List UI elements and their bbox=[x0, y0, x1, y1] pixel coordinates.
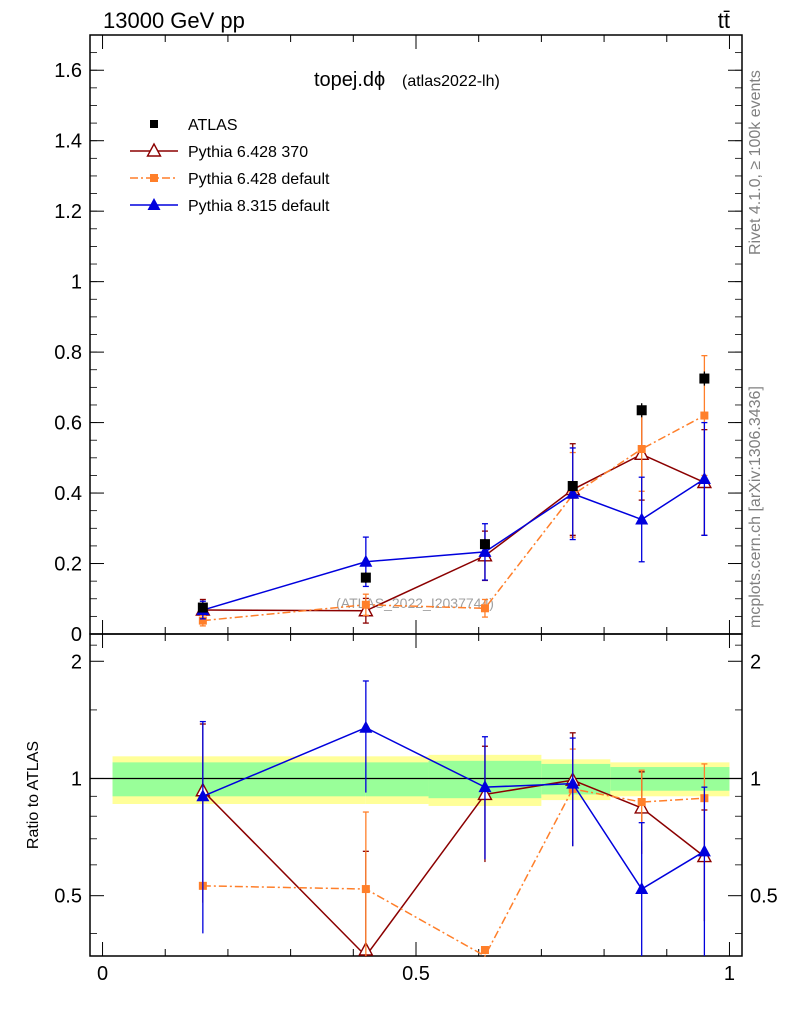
legend-label: Pythia 8.315 default bbox=[188, 198, 330, 215]
series-line bbox=[202, 414, 705, 622]
main-ytick-label: 1 bbox=[71, 272, 82, 294]
atlas-point bbox=[479, 539, 490, 550]
ratio-point bbox=[478, 780, 492, 793]
energy-label: 13000 GeV pp bbox=[103, 8, 245, 33]
ratio-xtick-label: 1 bbox=[724, 963, 735, 985]
series-point bbox=[700, 411, 709, 420]
ratio-ytick-label-left: 2 bbox=[71, 651, 82, 673]
ratio-ytick-label-right: 2 bbox=[750, 651, 761, 673]
main-ytick-label: 0.2 bbox=[54, 554, 82, 576]
main-ytick-label: 0.8 bbox=[54, 342, 82, 364]
series-point bbox=[361, 600, 370, 609]
atlas-data bbox=[197, 371, 710, 613]
ratio-xtick-label: 0.5 bbox=[402, 963, 430, 985]
ratio-panel: 0.5 0.5 1 1 2 2 0 0.5 1 bbox=[54, 633, 778, 985]
ratio-series-line bbox=[202, 779, 705, 958]
ratio-point bbox=[480, 946, 489, 954]
main-panel: 0 0.2 0.4 0.6 0.8 1 1.2 1.4 1.6 bbox=[54, 34, 743, 646]
legend-marker bbox=[150, 174, 158, 182]
atlas-point bbox=[636, 405, 647, 416]
series-point bbox=[697, 471, 711, 484]
ratio-ytick-label-left: 1 bbox=[71, 768, 82, 790]
series-point bbox=[637, 445, 646, 454]
legend-marker bbox=[146, 142, 162, 157]
series-point bbox=[198, 616, 207, 625]
plot-title: topej.dϕ (atlas2022-lh) bbox=[314, 69, 500, 91]
series-point bbox=[359, 554, 373, 567]
series-line bbox=[202, 478, 705, 611]
rivet-label: Rivet 4.1.0, ≥ 100k events bbox=[747, 70, 764, 255]
ratio-band-inner bbox=[365, 762, 429, 797]
main-ytick-label: 1.2 bbox=[54, 201, 82, 223]
ratio-series-line bbox=[202, 726, 705, 891]
series-point bbox=[480, 604, 489, 613]
ratio-band-inner bbox=[112, 762, 366, 797]
main-ytick-label: 1.4 bbox=[54, 131, 82, 153]
atlas-point bbox=[360, 572, 371, 583]
ratio-xtick-label: 0 bbox=[97, 963, 108, 985]
legend-item: Pythia 6.428 default bbox=[130, 171, 330, 188]
ratio-point bbox=[697, 844, 711, 857]
series-1 bbox=[198, 354, 709, 627]
series-2 bbox=[196, 421, 711, 620]
atlas-point bbox=[197, 602, 208, 613]
main-ytick-label: 0.4 bbox=[54, 483, 82, 505]
legend-label: Pythia 6.428 370 bbox=[188, 144, 308, 161]
ratio-point bbox=[566, 776, 580, 789]
main-ytick-label: 1.6 bbox=[54, 60, 82, 82]
ratio-series-2 bbox=[196, 680, 711, 956]
ratio-series-line bbox=[202, 788, 705, 958]
atlas-point bbox=[567, 481, 578, 492]
series-point bbox=[566, 486, 580, 499]
analysis-watermark: (ATLAS_2022_I2037744) bbox=[336, 595, 494, 611]
ratio-y-axis-label: Ratio to ATLAS bbox=[25, 741, 42, 849]
main-ytick-label: 0.6 bbox=[54, 413, 82, 435]
ratio-ytick-label-right: 1 bbox=[750, 768, 761, 790]
mcplots-label: mcplots.cern.ch [arXiv:1306.3436] bbox=[747, 386, 764, 628]
legend-item: ATLAS bbox=[150, 117, 238, 134]
legend-label: Pythia 6.428 default bbox=[188, 171, 330, 188]
process-label: tt̄ bbox=[718, 8, 730, 33]
series-point bbox=[635, 512, 649, 525]
ratio-ytick-label-left: 0.5 bbox=[54, 886, 82, 908]
legend-item: Pythia 8.315 default bbox=[130, 198, 330, 215]
ratio-point bbox=[361, 885, 370, 894]
main-ytick-label: 0 bbox=[71, 624, 82, 646]
legend-label: ATLAS bbox=[188, 117, 238, 134]
legend-marker bbox=[147, 198, 161, 210]
ratio-point bbox=[637, 798, 646, 807]
legend: ATLAS Pythia 6.428 370 Pythia 6.428 defaul… bbox=[130, 117, 330, 215]
plot-title-sub: (atlas2022-lh) bbox=[402, 73, 500, 90]
ratio-point bbox=[359, 720, 373, 733]
series-point bbox=[478, 544, 492, 557]
ratio-point bbox=[196, 789, 210, 802]
plot-title-main: topej.dϕ bbox=[314, 69, 385, 91]
atlas-point bbox=[699, 373, 710, 384]
legend-item: Pythia 6.428 370 bbox=[130, 142, 308, 161]
ratio-point bbox=[635, 882, 649, 895]
legend-marker bbox=[150, 120, 158, 128]
ratio-ytick-label-right: 0.5 bbox=[750, 886, 778, 908]
